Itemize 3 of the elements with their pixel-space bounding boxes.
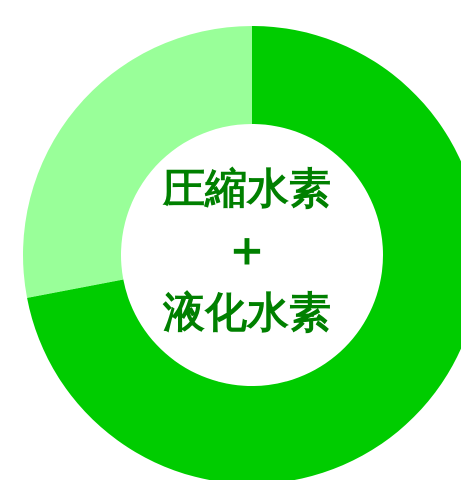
text: 圧縮水素: [162, 164, 331, 212]
text: +: [229, 226, 265, 274]
text: 液化水素: [162, 288, 331, 336]
